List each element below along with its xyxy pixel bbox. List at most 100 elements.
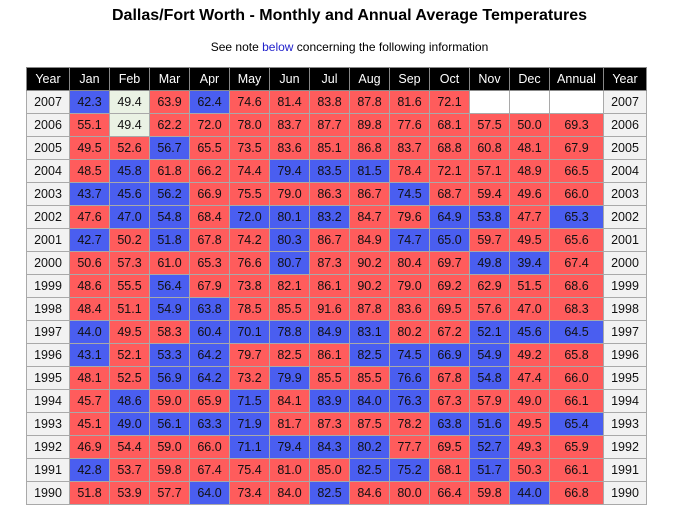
temp-cell: 85.5	[349, 366, 390, 390]
temp-cell: 43.7	[69, 182, 110, 206]
note-below-link[interactable]: below	[262, 40, 294, 54]
temp-cell: 67.8	[429, 366, 470, 390]
col-header-apr: Apr	[189, 67, 230, 91]
temp-cell: 42.8	[69, 458, 110, 482]
year-cell-right: 1998	[603, 297, 647, 321]
temp-cell: 67.8	[189, 228, 230, 252]
temp-cell: 71.5	[229, 389, 270, 413]
temp-cell: 58.3	[149, 320, 190, 344]
year-cell-right: 2006	[603, 113, 647, 137]
year-cell: 1992	[26, 435, 70, 459]
year-cell: 2002	[26, 205, 70, 229]
year-cell: 2000	[26, 251, 70, 275]
temp-cell: 65.5	[189, 136, 230, 160]
temp-cell: 57.5	[469, 113, 510, 137]
temp-cell: 52.5	[109, 366, 150, 390]
temp-cell: 83.6	[389, 297, 430, 321]
temp-cell: 89.8	[349, 113, 390, 137]
temp-cell: 67.4	[189, 458, 230, 482]
temp-cell: 82.5	[269, 343, 310, 367]
temp-cell: 53.3	[149, 343, 190, 367]
year-cell-right: 1994	[603, 389, 647, 413]
temp-cell: 75.5	[229, 182, 270, 206]
temp-cell: 68.8	[429, 136, 470, 160]
temp-cell: 90.2	[349, 251, 390, 275]
temp-cell: 77.7	[389, 435, 430, 459]
year-cell-right: 1999	[603, 274, 647, 298]
temp-cell: 80.2	[349, 435, 390, 459]
temp-cell: 87.7	[309, 113, 350, 137]
temp-cell: 68.4	[189, 205, 230, 229]
temp-cell: 72.1	[429, 159, 470, 183]
annual-cell: 67.4	[549, 251, 604, 275]
temp-cell: 56.4	[149, 274, 190, 298]
col-header-sep: Sep	[389, 67, 430, 91]
temp-cell: 81.4	[269, 90, 310, 114]
temp-cell: 85.5	[309, 366, 350, 390]
annual-cell: 66.0	[549, 182, 604, 206]
table-row: 1994 45.7 48.6 59.0 65.9 71.5 84.1 83.9 84.0 76.3…	[26, 389, 647, 413]
table-row: 2006 55.1 49.4 62.2 72.0 78.0 83.7 87.7 89.8 77.6…	[26, 113, 647, 137]
temp-cell: 50.2	[109, 228, 150, 252]
year-cell-right: 2002	[603, 205, 647, 229]
temp-cell: 83.8	[309, 90, 350, 114]
table-row: 2000 50.6 57.3 61.0 65.3 76.6 80.7 87.3 90.2 80.4…	[26, 251, 647, 275]
temp-cell: 47.6	[69, 205, 110, 229]
temp-cell: 54.9	[469, 343, 510, 367]
annual-cell: 66.1	[549, 458, 604, 482]
temp-cell: 63.8	[189, 297, 230, 321]
temp-cell: 73.8	[229, 274, 270, 298]
temp-cell: 87.8	[349, 297, 390, 321]
table-row: 1997 44.0 49.5 58.3 60.4 70.1 78.8 84.9 83.1 80.2…	[26, 320, 647, 344]
year-cell-right: 2003	[603, 182, 647, 206]
temp-cell: 66.9	[189, 182, 230, 206]
temp-cell: 80.4	[389, 251, 430, 275]
temp-cell: 51.7	[469, 458, 510, 482]
temp-cell: 86.1	[309, 274, 350, 298]
temp-cell: 54.8	[149, 205, 190, 229]
col-header-may: May	[229, 67, 270, 91]
temp-cell: 82.1	[269, 274, 310, 298]
temp-cell: 86.7	[349, 182, 390, 206]
table-row: 2005 49.5 52.6 56.7 65.5 73.5 83.6 85.1 86.8 83.7…	[26, 136, 647, 160]
temp-cell: 84.1	[269, 389, 310, 413]
annual-cell: 65.3	[549, 205, 604, 229]
annual-cell: 65.4	[549, 412, 604, 436]
temp-cell: 68.1	[429, 113, 470, 137]
col-header-aug: Aug	[349, 67, 390, 91]
col-header-feb: Feb	[109, 67, 150, 91]
temp-cell: 62.9	[469, 274, 510, 298]
temp-cell: 57.1	[469, 159, 510, 183]
temp-cell: 86.1	[309, 343, 350, 367]
temp-cell: 81.0	[269, 458, 310, 482]
page-title: Dallas/Fort Worth - Monthly and Annual A…	[111, 7, 588, 24]
temp-cell: 82.5	[349, 458, 390, 482]
temp-cell	[469, 90, 510, 114]
col-header-jul: Jul	[309, 67, 350, 91]
temp-cell: 63.3	[189, 412, 230, 436]
temp-cell: 64.2	[189, 343, 230, 367]
annual-cell: 65.6	[549, 228, 604, 252]
temp-cell: 83.7	[269, 113, 310, 137]
temperature-table: Year Jan Feb Mar Apr May Jun Jul Aug Sep…	[26, 67, 647, 505]
temp-cell: 49.5	[109, 320, 150, 344]
temp-cell: 86.8	[349, 136, 390, 160]
temp-cell: 70.1	[229, 320, 270, 344]
temp-cell: 78.5	[229, 297, 270, 321]
temp-cell: 49.0	[109, 412, 150, 436]
temp-cell: 74.2	[229, 228, 270, 252]
temp-cell: 67.2	[429, 320, 470, 344]
year-cell-right: 2001	[603, 228, 647, 252]
temp-cell: 79.0	[269, 182, 310, 206]
temp-cell: 73.5	[229, 136, 270, 160]
temp-cell: 45.8	[109, 159, 150, 183]
temp-cell: 76.3	[389, 389, 430, 413]
temp-cell: 78.2	[389, 412, 430, 436]
temp-cell: 49.5	[69, 136, 110, 160]
temp-cell: 49.5	[509, 412, 550, 436]
temp-cell: 59.8	[149, 458, 190, 482]
year-cell-right: 2007	[603, 90, 647, 114]
temp-cell: 49.8	[469, 251, 510, 275]
temp-cell: 81.6	[389, 90, 430, 114]
table-row: 2004 48.5 45.8 61.8 66.2 74.4 79.4 83.5 81.5 78.4…	[26, 159, 647, 183]
